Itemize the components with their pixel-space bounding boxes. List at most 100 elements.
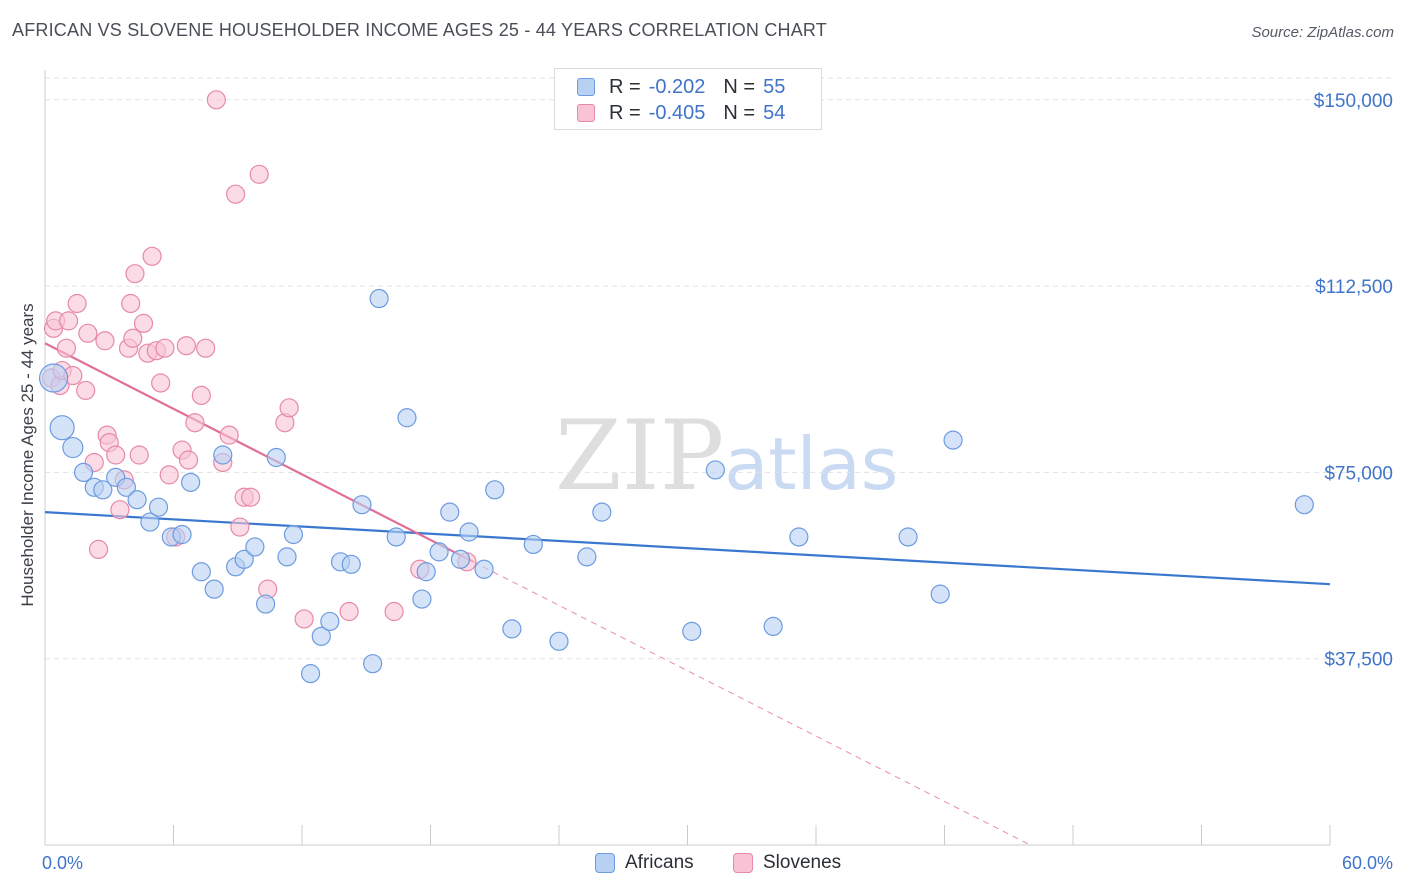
data-point-africans — [38, 363, 69, 393]
data-point-africans — [386, 527, 406, 547]
data-point-africans — [789, 527, 809, 547]
data-point-africans — [369, 288, 389, 309]
data-point-slovenes — [384, 601, 404, 622]
data-point-africans — [363, 654, 383, 674]
data-point-slovenes — [95, 331, 115, 351]
data-point-africans — [245, 537, 265, 557]
data-point-africans — [459, 522, 479, 542]
data-point-slovenes — [123, 328, 143, 348]
data-point-slovenes — [176, 336, 196, 356]
data-point-africans — [266, 447, 286, 468]
legend-r-label: R = — [609, 101, 641, 124]
data-point-slovenes — [121, 293, 141, 314]
data-point-slovenes — [151, 373, 171, 393]
data-point-slovenes — [279, 398, 299, 418]
data-point-africans — [213, 445, 233, 465]
data-point-slovenes — [76, 380, 96, 401]
data-point-africans — [440, 502, 460, 522]
data-point-africans — [255, 594, 276, 614]
data-point-africans — [705, 460, 725, 480]
data-point-africans — [577, 547, 597, 567]
bottom-legend-slovenes: Slovenes — [733, 852, 841, 874]
grid-lines — [45, 77, 1395, 660]
bottom-legend-swatch-africans — [595, 853, 615, 873]
data-point-africans — [49, 415, 75, 441]
data-point-slovenes — [142, 246, 162, 266]
legend-r-label: R = — [609, 75, 641, 98]
data-point-africans — [502, 619, 522, 639]
watermark-atlas: atlas — [724, 422, 899, 506]
legend-n-value: 55 — [763, 75, 786, 98]
legend-row-slovenes: R = -0.405 N = 54 — [577, 101, 803, 125]
data-point-slovenes — [56, 338, 77, 358]
data-point-slovenes — [67, 293, 87, 314]
bottom-legend-label-slovenes: Slovenes — [763, 852, 842, 873]
data-point-africans — [172, 524, 192, 545]
legend-n-label: N = — [723, 101, 756, 124]
data-point-slovenes — [219, 425, 239, 445]
data-point-africans — [93, 480, 113, 500]
data-point-africans — [930, 584, 950, 604]
bottom-legend-swatch-slovenes — [733, 853, 753, 873]
data-point-africans — [549, 631, 569, 651]
data-point-africans — [73, 462, 94, 483]
data-point-africans — [148, 497, 169, 517]
data-point-africans — [204, 579, 224, 599]
data-point-africans — [191, 562, 211, 582]
data-point-africans — [277, 547, 297, 567]
trend-line-africans — [44, 511, 1331, 586]
data-point-slovenes — [129, 445, 149, 465]
y-axis-title: Householder Income Ages 25 - 44 years — [18, 303, 37, 606]
tick-labels: $37,500 $75,000 $112,500 $150,000 0.0% 60.0% — [42, 91, 1393, 873]
data-point-africans — [341, 554, 361, 574]
data-point-africans — [1294, 495, 1314, 515]
data-point-africans — [300, 664, 321, 684]
data-point-africans — [450, 549, 471, 569]
data-point-africans — [943, 430, 963, 450]
legend-swatch-africans — [577, 78, 595, 96]
data-point-slovenes — [185, 413, 205, 433]
data-point-africans — [283, 524, 304, 545]
data-point-slovenes — [133, 313, 154, 333]
data-point-slovenes — [178, 450, 199, 470]
watermark-zip: ZIP — [555, 400, 725, 512]
legend-n-value: 54 — [763, 101, 786, 124]
data-point-africans — [429, 542, 449, 562]
data-point-slovenes — [155, 338, 175, 358]
trend-lines — [44, 342, 1331, 846]
data-point-africans — [62, 436, 84, 459]
trend-line-slovenes — [44, 342, 474, 563]
data-point-africans — [523, 534, 543, 555]
y-tick-label: $75,000 — [1324, 463, 1393, 484]
y-tick-label: $112,500 — [1315, 277, 1393, 298]
axes — [44, 70, 1331, 846]
data-point-africans — [140, 512, 160, 532]
data-point-slovenes — [206, 90, 226, 110]
x-tick-label-min: 0.0% — [42, 853, 83, 873]
data-point-slovenes — [226, 184, 246, 204]
data-point-slovenes — [294, 609, 314, 629]
data-point-slovenes — [125, 264, 145, 284]
data-point-africans — [311, 626, 331, 646]
x-tick-label-max: 60.0% — [1342, 853, 1393, 873]
data-point-slovenes — [230, 517, 250, 537]
data-point-africans — [352, 495, 372, 515]
data-point-africans — [412, 589, 432, 609]
legend-n-label: N = — [723, 75, 756, 98]
data-point-africans — [416, 562, 436, 582]
legend-r-value: -0.202 — [648, 75, 706, 98]
legend-swatch-slovenes — [577, 104, 595, 122]
data-point-africans — [485, 480, 505, 500]
data-point-africans — [898, 527, 918, 547]
data-point-slovenes — [159, 465, 179, 485]
data-point-africans — [320, 611, 340, 632]
data-point-slovenes — [106, 445, 126, 465]
data-point-africans — [682, 621, 702, 641]
data-point-slovenes — [196, 338, 216, 358]
data-point-africans — [234, 549, 254, 569]
data-point-africans — [763, 616, 783, 637]
y-tick-label: $37,500 — [1324, 650, 1393, 671]
data-point-africans — [474, 559, 494, 579]
y-tick-label: $150,000 — [1314, 91, 1393, 112]
